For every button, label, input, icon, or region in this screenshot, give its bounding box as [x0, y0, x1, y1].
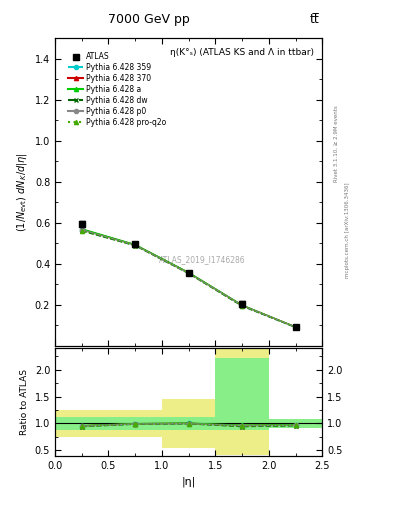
- Text: ATLAS_2019_I1746286: ATLAS_2019_I1746286: [159, 255, 245, 264]
- Y-axis label: $(1/N_{\mathrm{evt}})\ dN_K/d|\eta|$: $(1/N_{\mathrm{evt}})\ dN_K/d|\eta|$: [15, 152, 29, 232]
- Y-axis label: Ratio to ATLAS: Ratio to ATLAS: [20, 369, 29, 435]
- Text: 7000 GeV pp: 7000 GeV pp: [108, 13, 189, 26]
- Legend: ATLAS, Pythia 6.428 359, Pythia 6.428 370, Pythia 6.428 a, Pythia 6.428 dw, Pyth: ATLAS, Pythia 6.428 359, Pythia 6.428 37…: [64, 48, 171, 131]
- Text: Rivet 3.1.10, ≥ 2.9M events: Rivet 3.1.10, ≥ 2.9M events: [334, 105, 338, 182]
- Text: tt̅: tt̅: [310, 13, 320, 26]
- X-axis label: |η|: |η|: [182, 476, 196, 486]
- Text: mcplots.cern.ch [arXiv:1306.3436]: mcplots.cern.ch [arXiv:1306.3436]: [345, 183, 350, 278]
- Text: η(K°ₛ) (ATLAS KS and Λ in ttbar): η(K°ₛ) (ATLAS KS and Λ in ttbar): [170, 48, 314, 57]
